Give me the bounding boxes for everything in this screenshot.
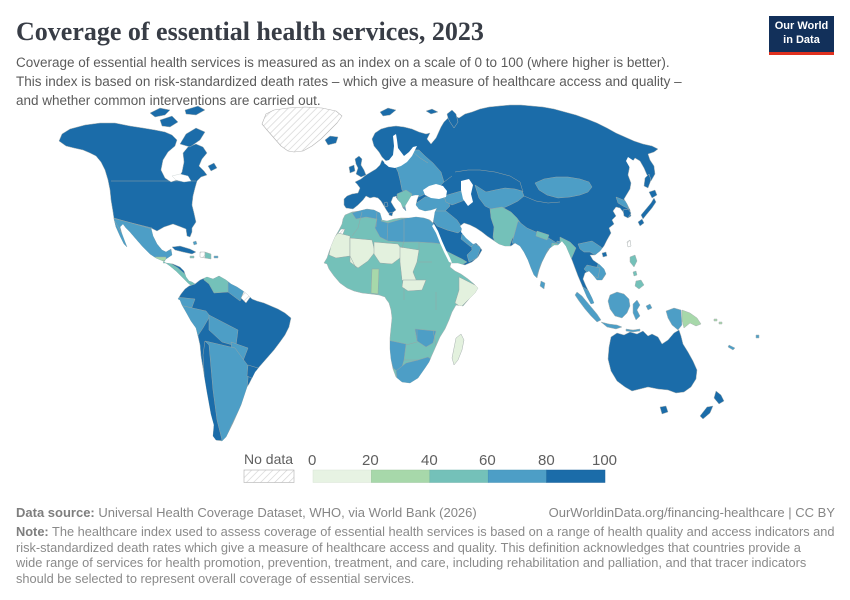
svg-text:60: 60 (479, 452, 496, 469)
svg-text:20: 20 (362, 452, 379, 469)
svg-text:80: 80 (538, 452, 555, 469)
svg-text:40: 40 (421, 452, 438, 469)
svg-text:0: 0 (308, 452, 316, 469)
svg-text:100: 100 (592, 452, 617, 469)
svg-text:No data: No data (244, 451, 293, 467)
